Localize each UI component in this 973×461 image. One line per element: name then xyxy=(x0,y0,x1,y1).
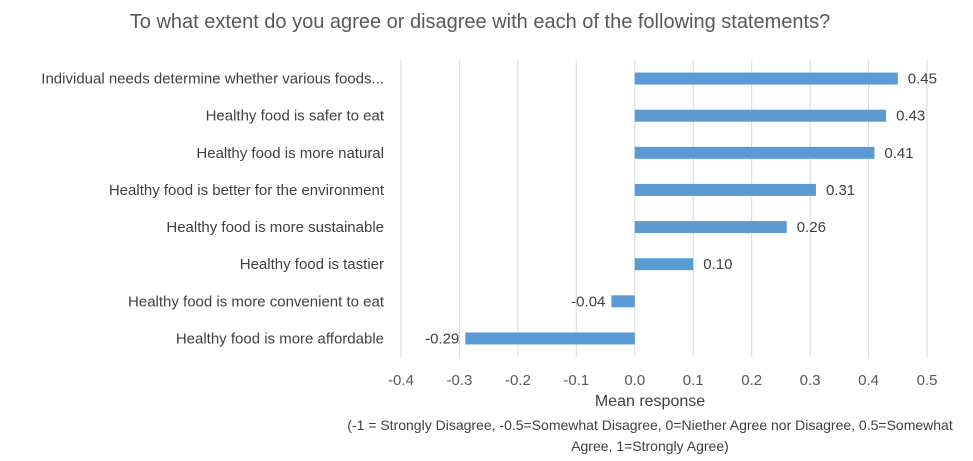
category-label: Healthy food is more sustainable xyxy=(166,219,384,236)
bar xyxy=(634,258,694,271)
data-label: 0.26 xyxy=(797,219,826,236)
bar xyxy=(634,146,875,159)
x-tick-label: 0.2 xyxy=(741,372,762,389)
x-tick-label: 0.3 xyxy=(800,372,821,389)
data-label: 0.41 xyxy=(884,145,913,162)
bar xyxy=(634,183,816,196)
scale-note: (-1 = Strongly Disagree, -0.5=Somewhat D… xyxy=(347,417,953,454)
category-label: Healthy food is better for the environme… xyxy=(109,182,385,199)
data-label: 0.45 xyxy=(908,71,937,88)
data-label: 0.31 xyxy=(826,182,855,199)
x-tick-label: -0.2 xyxy=(505,372,531,389)
data-label: -0.29 xyxy=(425,330,459,347)
chart-title: To what extent do you agree or disagree … xyxy=(129,11,831,33)
category-label: Healthy food is more affordable xyxy=(176,330,384,347)
bar xyxy=(634,221,787,234)
category-label: Healthy food is tastier xyxy=(240,256,384,273)
x-tick-label: -0.4 xyxy=(388,372,414,389)
x-axis-label: Mean response xyxy=(594,393,706,410)
x-tick-label: 0.5 xyxy=(917,372,938,389)
category-label: Healthy food is safer to eat xyxy=(206,108,385,125)
x-tick-label: -0.1 xyxy=(563,372,589,389)
x-tick-labels: -0.4 -0.3 -0.2 -0.1 0.0 0.1 0.2 0.3 0.4 0.5 xyxy=(388,372,937,389)
category-label: Healthy food is more convenient to eat xyxy=(128,293,385,310)
data-label: 0.10 xyxy=(703,256,732,273)
x-tick-label: 0.1 xyxy=(683,372,704,389)
bar xyxy=(634,72,898,85)
x-tick-label: 0.4 xyxy=(858,372,879,389)
category-label: Healthy food is more natural xyxy=(196,145,384,162)
bar xyxy=(465,332,635,345)
category-labels: Individual needs determine whether vario… xyxy=(41,71,385,348)
bar xyxy=(611,295,635,308)
x-tick-label: 0.0 xyxy=(624,372,645,389)
x-tick-label: -0.3 xyxy=(447,372,473,389)
category-label: Individual needs determine whether vario… xyxy=(41,71,384,88)
gridlines xyxy=(400,60,928,357)
data-labels: 0.45 0.43 0.41 0.31 0.26 0.10 -0.04 -0.29 xyxy=(425,71,937,348)
data-label: -0.04 xyxy=(571,293,605,310)
data-label: 0.43 xyxy=(896,108,925,125)
bars xyxy=(465,72,898,345)
bar xyxy=(634,109,887,122)
